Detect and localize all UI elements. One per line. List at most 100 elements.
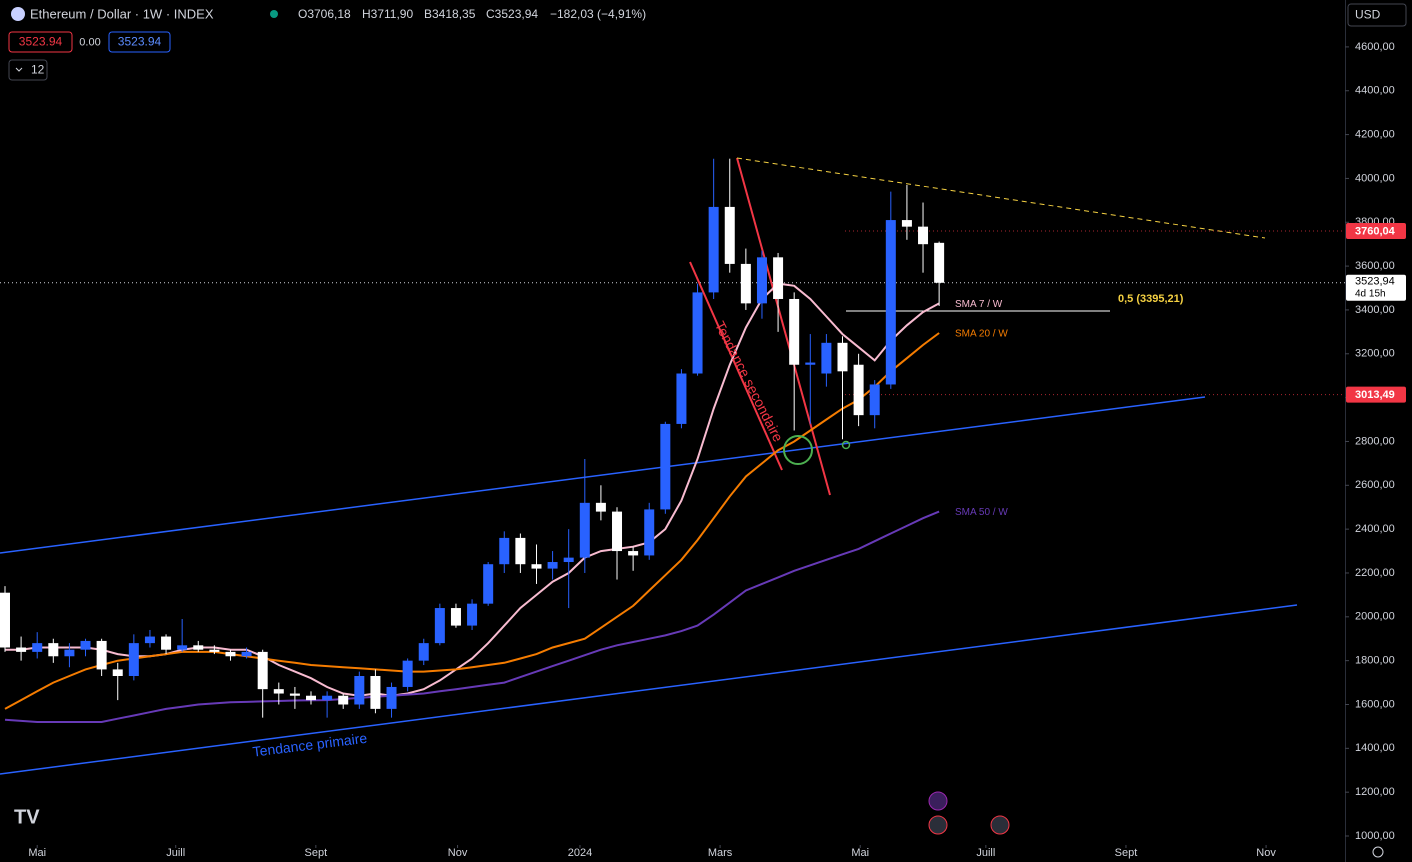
candle-body xyxy=(209,649,220,652)
candle-body xyxy=(225,651,236,657)
symbol-icon xyxy=(11,7,25,21)
candle-body xyxy=(289,693,300,696)
candle-body xyxy=(450,608,461,626)
y-tick-label: 4600,00 xyxy=(1355,41,1395,53)
ohlc-change: −182,03 (−4,91%) xyxy=(550,7,646,21)
ohlc-low: B3418,35 xyxy=(424,7,476,21)
x-tick-label: Mars xyxy=(708,847,733,859)
candle-body xyxy=(241,651,252,657)
candle-body xyxy=(805,362,816,365)
candle-body xyxy=(193,645,204,650)
x-tick-label: Mai xyxy=(28,847,46,859)
candle-body xyxy=(789,298,800,365)
y-tick-label: 4400,00 xyxy=(1355,85,1395,97)
price-label-box xyxy=(1346,386,1406,403)
candle-body xyxy=(869,384,880,416)
indicators-toggle[interactable] xyxy=(8,59,48,81)
x-tick-label: Juill xyxy=(166,847,185,859)
event-icon[interactable] xyxy=(990,815,1010,835)
candle-body xyxy=(579,502,590,558)
candle-body xyxy=(918,226,929,245)
highlight-circle xyxy=(783,435,813,465)
sell-button[interactable] xyxy=(8,31,73,53)
candle-body xyxy=(370,676,381,709)
price-label: 3013,49 xyxy=(1355,389,1395,401)
candle-body xyxy=(660,423,671,510)
y-tick-label: 2400,00 xyxy=(1355,523,1395,535)
x-tick-label: Nov xyxy=(448,847,468,859)
candle-body xyxy=(306,695,317,701)
candle-body xyxy=(273,689,284,694)
series-label: SMA 50 / W xyxy=(955,507,1008,518)
x-tick-label: 2024 xyxy=(568,847,592,859)
candle-body xyxy=(128,643,139,676)
series-label: SMA 7 / W xyxy=(955,299,1003,310)
ohlc-close: C3523,94 xyxy=(486,7,538,21)
candle-body xyxy=(644,509,655,556)
x-tick-label: Juill xyxy=(976,847,995,859)
sell-price[interactable]: 3523.94 xyxy=(19,35,63,49)
settings-icon[interactable] xyxy=(1372,846,1384,858)
candle-body xyxy=(499,537,510,565)
last-price-label: 3523,94 xyxy=(1355,276,1395,288)
x-tick-label: Mai xyxy=(851,847,869,859)
y-tick-label: 1400,00 xyxy=(1355,742,1395,754)
y-tick-label: 1800,00 xyxy=(1355,655,1395,667)
candle-body xyxy=(338,695,349,705)
y-tick-label: 3200,00 xyxy=(1355,348,1395,360)
y-tick-label: 2800,00 xyxy=(1355,435,1395,447)
candle-body xyxy=(80,640,91,650)
event-icon[interactable] xyxy=(928,815,948,835)
logo: TV xyxy=(14,806,40,828)
currency[interactable]: USD xyxy=(1355,8,1381,22)
candle-body xyxy=(676,373,687,424)
secondary-trendline xyxy=(689,261,783,471)
resistance-dashed-line xyxy=(736,157,1266,239)
x-tick-label: Nov xyxy=(1256,847,1276,859)
candle-body xyxy=(64,649,75,657)
candle-body xyxy=(257,651,268,690)
candle-body xyxy=(434,608,445,644)
moving-average xyxy=(4,332,940,710)
candle-body xyxy=(708,206,719,293)
plot-area xyxy=(0,158,1345,723)
series-label: SMA 20 / W xyxy=(955,329,1008,340)
candle-body xyxy=(724,206,735,264)
event-icon[interactable] xyxy=(928,791,948,811)
buy-button[interactable] xyxy=(108,31,171,53)
candle-body xyxy=(547,562,558,569)
x-tick-label: Sept xyxy=(305,847,328,859)
moving-average xyxy=(4,510,940,723)
fib-label: 0,5 (3395,21) xyxy=(1118,293,1184,305)
candle-body xyxy=(563,557,574,563)
candle-body xyxy=(386,686,397,709)
candle-body xyxy=(821,342,832,374)
candle-body xyxy=(934,242,945,283)
y-tick-label: 3600,00 xyxy=(1355,260,1395,272)
indicators-count[interactable]: 12 xyxy=(31,63,45,77)
marker-circle xyxy=(841,440,851,450)
currency-select[interactable] xyxy=(1347,3,1407,27)
candle-body xyxy=(595,502,606,512)
buy-price[interactable]: 3523.94 xyxy=(118,35,162,49)
symbol-title: Ethereum / Dollar · 1W · INDEX xyxy=(30,6,214,21)
market-status-dot xyxy=(270,10,278,18)
candle-body xyxy=(837,342,848,372)
primary-lower-trendline xyxy=(0,604,1298,775)
y-tick-label: 2000,00 xyxy=(1355,611,1395,623)
candle-body xyxy=(96,640,107,670)
candle-body xyxy=(144,636,155,644)
primary-upper-trendline xyxy=(0,396,1206,554)
y-tick-label: 1000,00 xyxy=(1355,830,1395,842)
candle-body xyxy=(161,636,172,650)
y-tick-label: 1200,00 xyxy=(1355,786,1395,798)
candle-body xyxy=(112,669,123,676)
candle-body xyxy=(773,257,784,299)
secondary-trendline xyxy=(736,157,831,496)
spread: 0.00 xyxy=(79,36,100,48)
y-tick-label: 3400,00 xyxy=(1355,304,1395,316)
candle-body xyxy=(885,220,896,385)
candle-body xyxy=(354,676,365,705)
price-label: 3760,04 xyxy=(1355,225,1396,237)
